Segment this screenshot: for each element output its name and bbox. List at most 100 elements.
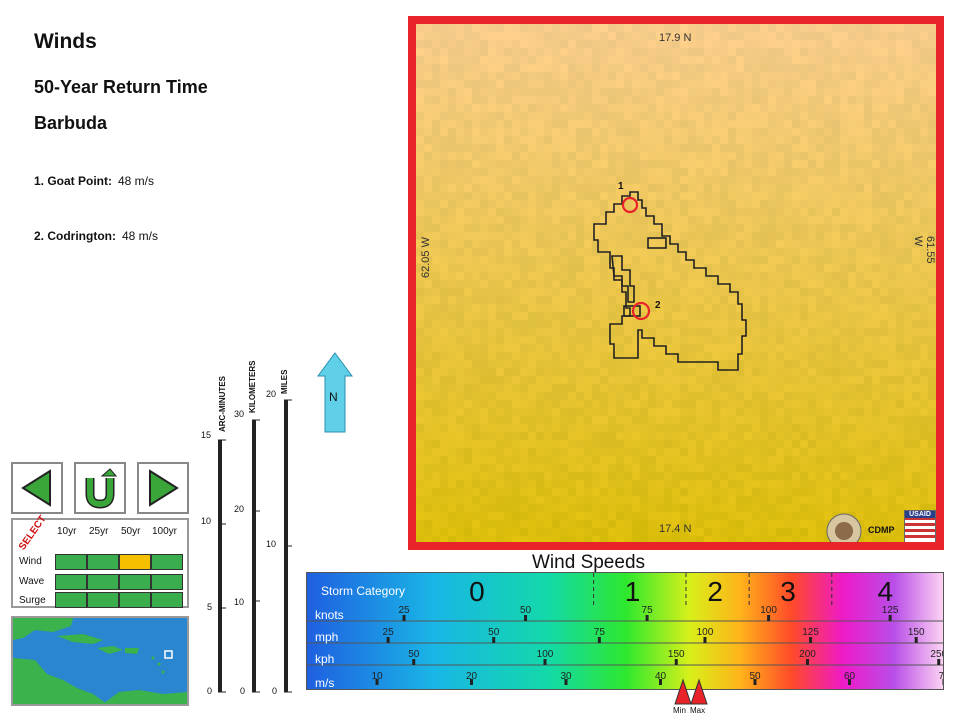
legend-colorbar: 012345Storm Categoryknots255075100125mph… [307,573,944,689]
site-codrington: 2. Codrington: 48 m/s [34,229,158,243]
min-max-markers [674,678,708,705]
unit-tick-mark [470,679,473,685]
unit-tick-mark [703,637,707,643]
unit-tick-label: 200 [799,649,816,660]
selector-cell-wind-100yr[interactable] [151,554,183,570]
right-longitude: 61.55 W [912,236,936,264]
unit-label-knots: knots [315,608,344,622]
unit-tick-label: 50 [488,627,500,638]
category-label-3: 3 [780,576,796,607]
marker-codrington [631,301,651,321]
unit-tick-mark [412,659,416,665]
km-tick: 30 [234,409,245,419]
site-value: 48 m/s [118,174,155,188]
unit-tick-mark [492,637,496,643]
unit-tick-mark [375,679,379,685]
locator-map[interactable] [11,616,189,706]
unit-tick-mark [674,659,678,665]
arrow-left-icon [21,469,51,507]
selector-cell-surge-10yr[interactable] [55,592,87,608]
next-button[interactable] [137,462,189,514]
period-header-10yr: 10yr [57,526,77,537]
unit-tick-label: 50 [749,671,761,682]
arcmin-tick: 5 [207,602,213,612]
marker-label-1: 1 [618,181,624,192]
unit-tick-label: 100 [760,605,777,616]
unit-tick-mark [809,637,813,643]
top-latitude: 17.9 N [659,32,692,44]
unit-tick-label: 40 [655,671,667,682]
unit-tick-label: 20 [466,671,478,682]
u-turn-icon [85,468,118,509]
site-value: 48 m/s [121,229,158,243]
unit-tick-label: 70 [938,671,944,682]
legend-title: Wind Speeds [532,552,646,573]
selector-cell-wave-50yr[interactable] [119,574,151,590]
scale-bars [218,399,292,693]
selector-cell-wind-25yr[interactable] [87,554,119,570]
miles-tick: 0 [272,686,278,696]
map-canvas[interactable]: 17.9 N 17.4 N 62.05 W 61.55 W 1 2 CDMP U… [416,24,936,542]
selector-cell-wave-100yr[interactable] [151,574,183,590]
unit-tick-mark [888,615,892,621]
unit-tick-label: 25 [398,605,410,616]
unit-tick-mark [597,637,601,643]
unit-tick-label: 75 [642,605,654,616]
map-title: Winds [34,30,97,53]
north-label: N [329,390,338,404]
unit-tick-label: 150 [908,627,925,638]
row-label-wave: Wave [19,576,45,587]
marker-label-2: 2 [655,300,661,311]
category-label-1: 1 [625,576,641,607]
row-label-wind: Wind [19,556,42,567]
unit-tick-label: 50 [408,649,420,660]
unit-tick-mark [564,679,568,685]
category-label-2: 2 [707,576,723,607]
unit-tick-label: 75 [594,627,606,638]
select-label: SELECT [17,513,49,553]
category-label-4: 4 [877,576,893,607]
caribbean-inset [13,618,187,704]
selector-cell-surge-100yr[interactable] [151,592,183,608]
selector-cell-wave-10yr[interactable] [55,574,87,590]
unit-tick-mark [524,615,528,621]
return-period-selector: SELECT 10yr 25yr 50yr 100yr Wind Wave Su… [11,514,189,608]
previous-button[interactable] [11,462,63,514]
period-header-50yr: 50yr [121,526,141,537]
usaid-logo: USAID [904,510,936,542]
unit-tick-mark [753,679,757,685]
unit-tick-label: 50 [520,605,532,616]
marker-goat-point [621,196,639,214]
selector-cell-wave-25yr[interactable] [87,574,119,590]
unit-label-mph: mph [315,630,338,644]
storm-category-label: Storm Category [321,584,405,598]
period-header-25yr: 25yr [89,526,109,537]
selector-cell-wind-10yr[interactable] [55,554,87,570]
return-period-title: 50-Year Return Time [34,77,208,97]
unit-tick-label: 150 [668,649,685,660]
oas-seal-icon [826,513,862,542]
left-longitude: 62.05 W [420,237,432,278]
selector-cell-surge-50yr[interactable] [119,592,151,608]
km-tick: 20 [234,504,245,514]
unit-tick-label: 125 [882,605,899,616]
cdmp-logo-text: CDMP [868,525,895,535]
map-frame: 17.9 N 17.4 N 62.05 W 61.55 W 1 2 CDMP U… [408,16,944,550]
island-name: Barbuda [34,113,108,133]
back-button[interactable] [74,462,126,514]
site-label: 1. Goat Point: [34,174,112,188]
unit-tick-label: 60 [844,671,856,682]
selector-cell-surge-25yr[interactable] [87,592,119,608]
arrow-right-icon [149,469,179,507]
selector-cell-wind-50yr[interactable] [119,554,151,570]
arcminutes-label: ARC-MINUTES [218,376,227,432]
north-arrow-icon [317,352,353,433]
arcmin-tick: 10 [201,516,212,526]
unit-tick-label: 100 [537,649,554,660]
unit-tick-label: 125 [802,627,819,638]
bottom-latitude: 17.4 N [659,523,692,535]
miles-tick: 20 [266,389,277,399]
arcmin-tick: 15 [201,430,212,440]
unit-tick-mark [767,615,771,621]
unit-tick-mark [645,615,649,621]
